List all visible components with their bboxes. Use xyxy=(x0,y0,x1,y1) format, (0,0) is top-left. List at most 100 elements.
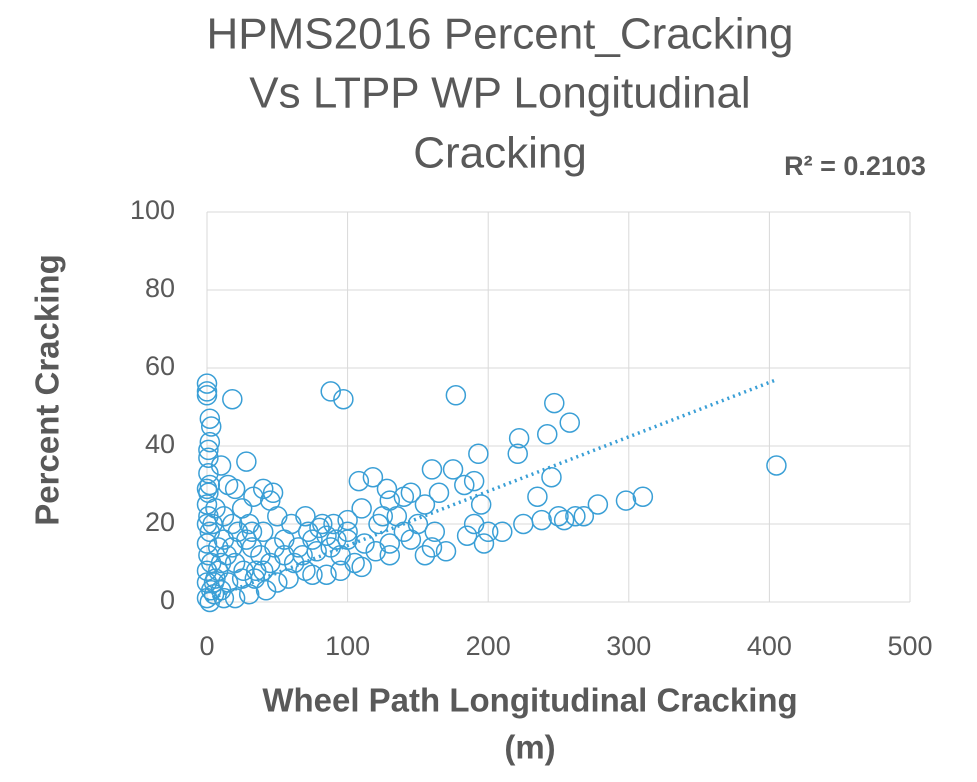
point xyxy=(470,494,492,515)
point xyxy=(295,505,316,527)
point xyxy=(544,392,565,414)
point xyxy=(393,486,415,507)
point xyxy=(421,537,443,558)
point xyxy=(507,443,528,465)
point xyxy=(573,505,595,527)
point xyxy=(468,443,489,465)
point xyxy=(200,416,222,437)
point xyxy=(224,587,246,609)
point xyxy=(337,529,358,550)
point xyxy=(330,560,351,582)
y-axis-title: Percent Cracking xyxy=(29,254,66,525)
point xyxy=(320,381,341,402)
point xyxy=(231,498,253,519)
point xyxy=(477,521,499,543)
x-tick-label: 200 xyxy=(466,631,511,661)
point xyxy=(527,486,548,507)
point xyxy=(587,494,609,515)
point xyxy=(548,505,569,527)
point xyxy=(473,533,495,554)
point xyxy=(316,564,337,585)
point xyxy=(445,385,467,406)
x-tick-label: 0 xyxy=(199,631,214,661)
point xyxy=(351,498,372,519)
point xyxy=(196,513,218,535)
point xyxy=(376,478,398,500)
point xyxy=(196,373,218,394)
x-tick-label: 500 xyxy=(887,631,932,661)
point xyxy=(199,591,221,613)
point xyxy=(421,459,443,480)
point xyxy=(456,525,478,546)
point xyxy=(198,482,219,504)
point xyxy=(241,521,263,543)
chart-title: Cracking xyxy=(413,129,587,178)
point xyxy=(243,486,264,507)
x-axis-title: Wheel Path Longitudinal Cracking xyxy=(262,682,797,719)
point xyxy=(309,517,330,539)
point xyxy=(615,490,637,511)
point xyxy=(379,544,401,566)
y-tick-label: 80 xyxy=(145,273,175,303)
point xyxy=(348,470,370,492)
point xyxy=(217,474,239,496)
point xyxy=(216,544,237,566)
trendline xyxy=(206,378,778,602)
point xyxy=(236,451,257,472)
point xyxy=(267,572,288,593)
y-tick-label: 40 xyxy=(145,429,175,459)
point xyxy=(252,560,274,582)
point xyxy=(210,455,232,476)
point xyxy=(262,482,284,504)
point xyxy=(207,537,229,558)
x-axis-title: (m) xyxy=(504,729,555,766)
point xyxy=(302,564,323,585)
point xyxy=(295,560,316,582)
chart-title: HPMS2016 Percent_Cracking xyxy=(207,10,794,59)
point xyxy=(632,486,654,507)
point xyxy=(297,521,319,543)
point xyxy=(196,381,218,402)
point xyxy=(354,533,375,554)
point xyxy=(278,568,299,589)
point xyxy=(553,509,575,531)
chart-title: Vs LTPP WP Longitudinal xyxy=(249,69,750,118)
point xyxy=(463,470,485,492)
point xyxy=(207,560,229,582)
point xyxy=(252,521,274,543)
y-tick-label: 100 xyxy=(130,195,175,225)
point xyxy=(199,431,221,453)
point xyxy=(351,556,372,578)
point xyxy=(531,509,552,531)
point xyxy=(224,478,246,500)
point xyxy=(260,490,281,511)
point xyxy=(428,482,450,504)
point xyxy=(238,583,260,605)
point xyxy=(213,505,235,527)
point xyxy=(222,537,243,558)
x-tick-label: 400 xyxy=(747,631,792,661)
point xyxy=(435,541,457,562)
point xyxy=(224,552,246,574)
point xyxy=(537,424,558,445)
point xyxy=(492,521,513,543)
point xyxy=(222,513,243,535)
point xyxy=(400,529,422,550)
point xyxy=(559,412,580,433)
point xyxy=(196,572,218,593)
point xyxy=(368,513,389,535)
point xyxy=(213,529,235,550)
point xyxy=(414,544,436,566)
y-tick-label: 20 xyxy=(145,507,175,537)
r-squared: R² = 0.2103 xyxy=(784,151,926,181)
point xyxy=(766,455,787,476)
x-tick-label: 300 xyxy=(606,631,651,661)
point xyxy=(508,427,530,449)
point xyxy=(292,544,313,566)
x-tick-label: 100 xyxy=(325,631,370,661)
point xyxy=(198,447,219,468)
point xyxy=(337,521,358,543)
point xyxy=(222,388,243,410)
point xyxy=(199,408,221,429)
